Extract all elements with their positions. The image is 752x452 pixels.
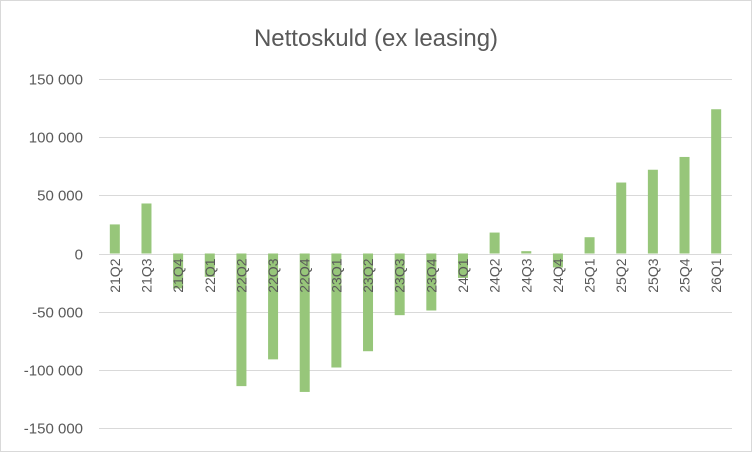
y-tick-label: 100 000 (29, 130, 83, 147)
x-category-label: 24Q4 (550, 258, 566, 292)
bar-21Q2 (109, 224, 120, 254)
x-category-label: 23Q3 (392, 258, 408, 292)
bar-22Q1 (204, 253, 215, 277)
bar-25Q2 (616, 182, 627, 254)
x-axis-category-labels: 21Q2 21Q3 21Q4 22Q1 22Q2 22Q3 22Q4 23Q1 23Q2 23Q3… (107, 258, 724, 292)
x-category-label: 24Q3 (518, 258, 534, 292)
y-tick-label: 50 000 (37, 188, 83, 205)
bar-23Q1 (331, 253, 342, 368)
x-category-label: 23Q2 (360, 258, 376, 292)
y-tick-label: -50 000 (32, 305, 83, 322)
y-axis-tick-labels: 150 000 100 000 50 000 0 -50 000 -100 000 -150… (24, 72, 83, 438)
x-category-label: 25Q1 (582, 258, 598, 292)
x-category-label: 25Q4 (677, 258, 693, 292)
y-tick-label: 150 000 (29, 72, 83, 89)
chart-title: Nettoskuld (ex leasing) (254, 25, 498, 52)
bar-24Q4 (552, 253, 563, 268)
x-category-label: 25Q2 (613, 258, 629, 292)
x-category-label: 24Q1 (455, 258, 471, 292)
x-category-label: 21Q4 (170, 258, 186, 292)
bar-22Q4 (299, 253, 310, 392)
bar-24Q1 (457, 253, 468, 278)
bar-24Q2 (489, 232, 500, 254)
x-category-label: 26Q1 (708, 258, 724, 292)
x-category-label: 22Q4 (297, 258, 313, 292)
bar-26Q1 (711, 109, 722, 254)
y-tick-label: 0 (75, 247, 83, 264)
x-category-label: 24Q2 (487, 258, 503, 292)
x-category-label: 21Q3 (138, 258, 154, 292)
x-category-label: 22Q2 (233, 258, 249, 292)
y-tick-label: -150 000 (24, 421, 83, 438)
x-category-label: 23Q4 (423, 258, 439, 292)
x-category-label: 23Q1 (328, 258, 344, 292)
bar-25Q4 (679, 156, 690, 254)
bar-25Q1 (584, 237, 595, 254)
gridlines (99, 79, 732, 429)
x-category-label: 22Q1 (202, 258, 218, 292)
bar-25Q3 (647, 169, 658, 254)
bar-23Q3 (394, 253, 405, 316)
bar-22Q2 (236, 253, 247, 387)
bar-22Q3 (268, 253, 279, 360)
bar-23Q2 (363, 253, 374, 352)
x-category-label: 22Q3 (265, 258, 281, 292)
y-tick-label: -100 000 (24, 363, 83, 380)
bars (109, 109, 722, 392)
bar-21Q3 (141, 203, 152, 254)
bar-23Q4 (426, 253, 437, 311)
x-category-label: 25Q3 (645, 258, 661, 292)
bar-24Q3 (521, 251, 532, 254)
x-category-label: 21Q2 (107, 258, 123, 292)
bar-21Q4 (173, 253, 184, 289)
